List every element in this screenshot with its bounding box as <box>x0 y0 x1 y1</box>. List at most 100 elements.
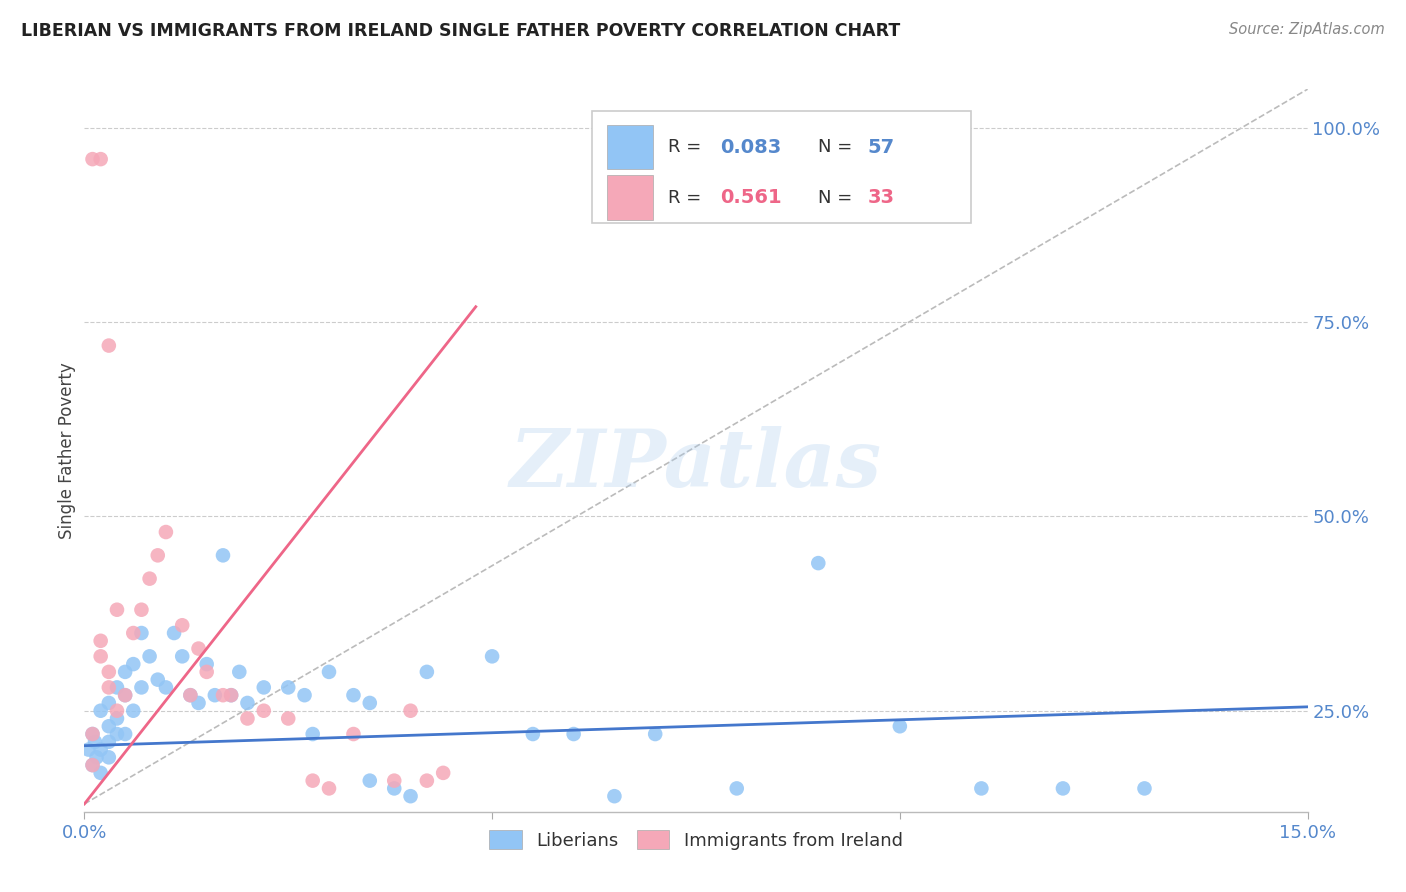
Point <box>122 704 145 718</box>
Point <box>86 750 108 764</box>
Point <box>807 556 830 570</box>
Point <box>114 688 136 702</box>
Text: ZIPatlas: ZIPatlas <box>510 426 882 504</box>
Text: R =: R = <box>668 188 707 207</box>
Point <box>236 711 259 725</box>
Point <box>97 338 120 352</box>
Point <box>195 657 218 672</box>
Point <box>301 727 323 741</box>
Bar <box>606 125 654 169</box>
Legend: Liberians, Immigrants from Ireland: Liberians, Immigrants from Ireland <box>482 823 910 857</box>
Point <box>82 758 104 772</box>
Point <box>294 688 316 702</box>
Point <box>970 781 993 796</box>
Point <box>219 688 242 702</box>
Point <box>97 696 120 710</box>
Point <box>253 681 276 695</box>
Point <box>82 758 104 772</box>
Point <box>301 773 323 788</box>
Point <box>155 681 177 695</box>
Point <box>603 789 626 804</box>
Point <box>399 704 422 718</box>
Point <box>90 704 112 718</box>
Point <box>114 727 136 741</box>
Point <box>236 696 259 710</box>
Point <box>179 688 201 702</box>
Text: N =: N = <box>818 138 858 156</box>
Point <box>889 719 911 733</box>
Point <box>105 704 128 718</box>
Point <box>82 152 104 166</box>
Text: 57: 57 <box>868 137 894 156</box>
Point <box>114 665 136 679</box>
Point <box>138 649 160 664</box>
Point <box>212 688 235 702</box>
Bar <box>606 175 654 220</box>
Point <box>179 688 201 702</box>
Point <box>138 572 160 586</box>
Point <box>105 681 128 695</box>
Point <box>97 681 120 695</box>
FancyBboxPatch shape <box>592 111 972 223</box>
Point <box>90 152 112 166</box>
Text: 33: 33 <box>868 188 894 207</box>
Text: Source: ZipAtlas.com: Source: ZipAtlas.com <box>1229 22 1385 37</box>
Point <box>359 696 381 710</box>
Point <box>84 735 107 749</box>
Point <box>432 765 454 780</box>
Point <box>105 711 128 725</box>
Point <box>105 727 128 741</box>
Point <box>97 719 120 733</box>
Y-axis label: Single Father Poverty: Single Father Poverty <box>58 362 76 539</box>
Point <box>212 549 235 563</box>
Point <box>277 711 299 725</box>
Point <box>97 665 120 679</box>
Point <box>163 626 186 640</box>
Text: N =: N = <box>818 188 858 207</box>
Point <box>204 688 226 702</box>
Point <box>105 603 128 617</box>
Point <box>342 727 364 741</box>
Point <box>342 688 364 702</box>
Point <box>114 688 136 702</box>
Point <box>82 727 104 741</box>
Point <box>97 750 120 764</box>
Point <box>359 773 381 788</box>
Point <box>416 665 439 679</box>
Point <box>146 549 169 563</box>
Text: 0.561: 0.561 <box>720 188 782 207</box>
Point <box>172 618 194 632</box>
Point <box>562 727 585 741</box>
Point <box>219 688 242 702</box>
Point <box>253 704 276 718</box>
Point <box>382 773 405 788</box>
Point <box>131 626 153 640</box>
Point <box>277 681 299 695</box>
Point <box>82 727 104 741</box>
Point <box>131 603 153 617</box>
Point <box>318 781 340 796</box>
Point <box>172 649 194 664</box>
Point <box>97 735 120 749</box>
Point <box>90 742 112 756</box>
Point <box>90 765 112 780</box>
Point <box>318 665 340 679</box>
Point <box>228 665 250 679</box>
Point <box>122 626 145 640</box>
Point <box>122 657 145 672</box>
Point <box>146 673 169 687</box>
Point <box>644 727 666 741</box>
Point <box>77 742 100 756</box>
Point <box>195 665 218 679</box>
Text: LIBERIAN VS IMMIGRANTS FROM IRELAND SINGLE FATHER POVERTY CORRELATION CHART: LIBERIAN VS IMMIGRANTS FROM IRELAND SING… <box>21 22 900 40</box>
Text: 0.083: 0.083 <box>720 137 782 156</box>
Point <box>1133 781 1156 796</box>
Point <box>90 633 112 648</box>
Point <box>131 681 153 695</box>
Text: R =: R = <box>668 138 707 156</box>
Point <box>416 773 439 788</box>
Point <box>481 649 503 664</box>
Point <box>399 789 422 804</box>
Point <box>90 649 112 664</box>
Point <box>1052 781 1074 796</box>
